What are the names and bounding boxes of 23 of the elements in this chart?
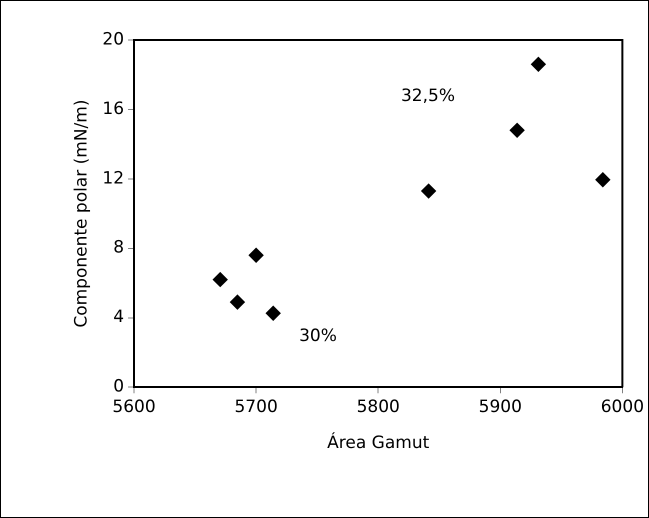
x-tick-label: 5900 — [478, 396, 522, 417]
x-axis-title: Área Gamut — [327, 432, 430, 454]
y-tick-label: 12 — [102, 168, 124, 188]
point — [530, 56, 546, 72]
point — [248, 248, 264, 263]
point — [595, 172, 610, 188]
point — [230, 294, 245, 310]
y-tick-label: 8 — [113, 238, 124, 258]
x-tick-label: 5700 — [234, 396, 278, 417]
annotation: 30% — [299, 326, 337, 346]
point — [421, 184, 436, 199]
point — [266, 306, 281, 321]
y-axis-title: Componente polar (mN/m) — [72, 100, 92, 328]
x-tick-label: 5600 — [112, 396, 156, 417]
point — [212, 272, 228, 288]
y-tick-label: 4 — [113, 307, 124, 328]
point — [510, 122, 525, 138]
y-tick-label: 20 — [102, 29, 124, 50]
x-tick-label: 5800 — [356, 396, 400, 417]
y-tick-label: 0 — [113, 376, 124, 397]
x-tick-label: 6000 — [600, 396, 644, 417]
annotation: 32,5% — [400, 86, 456, 106]
y-tick-label: 16 — [102, 98, 124, 119]
